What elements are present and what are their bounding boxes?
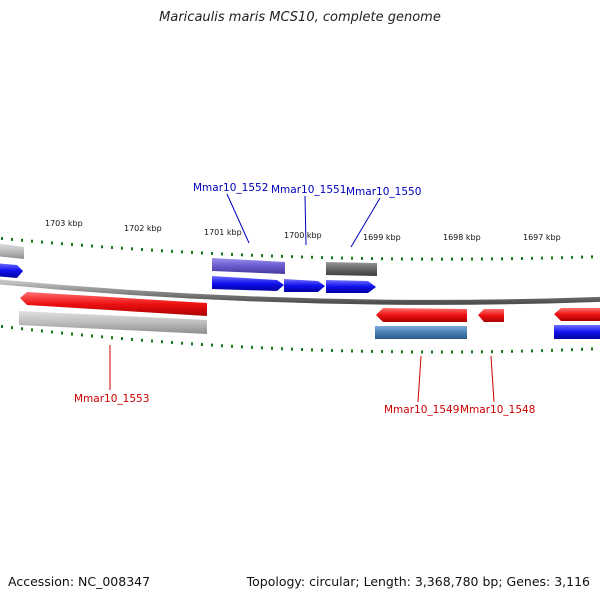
leader-line <box>417 355 422 403</box>
gene-label-mmar10-1553[interactable]: Mmar10_1553 <box>74 393 149 405</box>
map-title: Maricaulis maris MCS10, complete genome <box>159 10 441 25</box>
gene-arrow-mmar10-1550[interactable] <box>326 280 376 293</box>
genome-backbone <box>0 279 600 305</box>
gene-arrow-reverse[interactable] <box>554 308 600 321</box>
gene-label-mmar10-1552[interactable]: Mmar10_1552 <box>193 182 268 194</box>
topology-text: Topology: circular; Length: 3,368,780 bp… <box>246 574 590 589</box>
gene-arrow-mmar10-1553[interactable] <box>20 292 207 316</box>
ruler-label: 1698 kbp <box>443 233 481 242</box>
ruler-ticks-reverse <box>1 325 593 354</box>
leader-line <box>350 197 381 248</box>
gene-label-mmar10-1550[interactable]: Mmar10_1550 <box>346 186 421 198</box>
gene-label-mmar10-1551[interactable]: Mmar10_1551 <box>271 184 346 196</box>
gene-arrow-mmar10-1551[interactable] <box>284 279 325 292</box>
ruler-label: 1703 kbp <box>45 219 83 228</box>
ruler-label: 1702 kbp <box>124 224 162 233</box>
accession-text: Accession: NC_008347 <box>8 574 151 589</box>
gene-block-blue[interactable] <box>554 325 600 339</box>
gene-label-mmar10-1548[interactable]: Mmar10_1548 <box>460 404 535 416</box>
ruler-label: 1699 kbp <box>363 233 401 242</box>
gene-arrow-mmar10-1548[interactable] <box>478 309 504 322</box>
gene-block-darkgray[interactable] <box>326 262 377 276</box>
leader-line <box>490 355 495 403</box>
gene-block-purple[interactable] <box>212 258 285 274</box>
gene-arrow-mmar10-1549[interactable] <box>376 308 467 322</box>
gene-block-gray[interactable] <box>0 243 24 259</box>
gene-label-mmar10-1549[interactable]: Mmar10_1549 <box>384 404 459 416</box>
leader-line <box>304 195 307 246</box>
ruler-label: 1700 kbp <box>284 231 322 240</box>
gene-block-gray[interactable] <box>19 311 207 334</box>
gene-arrow-mmar10-1552[interactable] <box>212 276 284 291</box>
gene-arrow-forward[interactable] <box>0 263 23 278</box>
ruler-label: 1701 kbp <box>204 228 242 237</box>
leader-line <box>226 193 250 244</box>
ruler-ticks-forward <box>1 237 593 261</box>
gene-block-steelblue[interactable] <box>375 326 467 339</box>
ruler-label: 1697 kbp <box>523 233 561 242</box>
